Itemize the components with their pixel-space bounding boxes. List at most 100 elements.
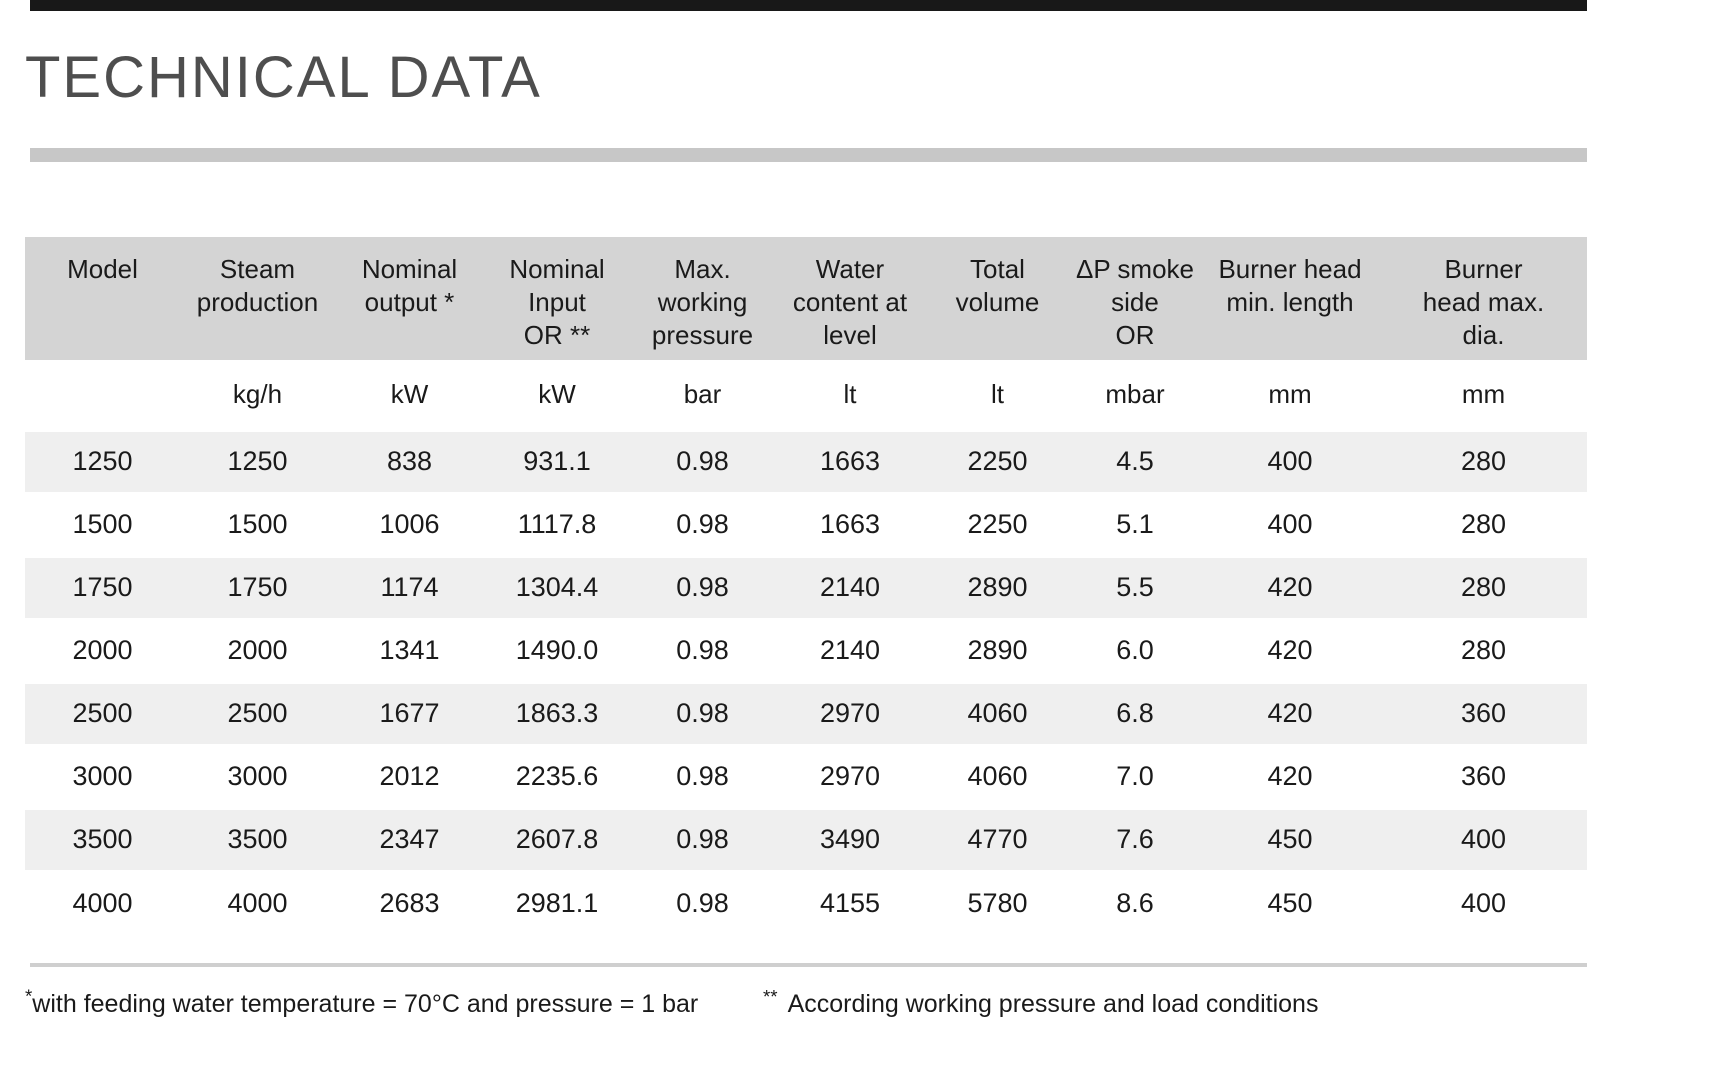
- unit-cell: bar: [630, 360, 775, 430]
- unit-cell: [25, 360, 180, 430]
- table-row-1500: 1500 1500 1006 1117.8 0.98 1663 2250 5.1…: [25, 491, 1587, 556]
- cell: 1863.3: [484, 680, 630, 745]
- cell: 5.5: [1070, 554, 1200, 619]
- column-header-nominal-input: Nominal Input OR **: [484, 237, 630, 360]
- cell: 420: [1200, 554, 1380, 619]
- unit-cell: lt: [925, 360, 1070, 430]
- cell: 280: [1380, 491, 1587, 556]
- cell: 0.98: [630, 743, 775, 808]
- footnote-1: *with feeding water temperature = 70°C a…: [25, 987, 699, 1019]
- cell: 3500: [180, 806, 335, 871]
- cell: 1750: [25, 554, 180, 619]
- cell: 838: [335, 428, 484, 493]
- cell: 1250: [25, 428, 180, 493]
- column-header-total-volume: Total volume: [925, 237, 1070, 360]
- table-header-row: Model Steam production Nominal output * …: [25, 237, 1587, 360]
- page-title: TECHNICAL DATA: [25, 45, 542, 110]
- cell: 3000: [25, 743, 180, 808]
- footnote-divider: [30, 963, 1587, 967]
- cell: 1663: [775, 428, 925, 493]
- footnote-2-marker: **: [763, 985, 778, 1007]
- cell: 400: [1380, 806, 1587, 871]
- cell: 931.1: [484, 428, 630, 493]
- column-header-water-content: Water content at level: [775, 237, 925, 360]
- cell: 4770: [925, 806, 1070, 871]
- footnote-2-text: According working pressure and load cond…: [787, 990, 1319, 1018]
- cell: 1250: [180, 428, 335, 493]
- table-units-row: kg/h kW kW bar lt lt mbar mm mm: [25, 360, 1587, 430]
- cell: 450: [1200, 869, 1380, 934]
- cell: 5.1: [1070, 491, 1200, 556]
- cell: 4000: [25, 869, 180, 934]
- cell: 6.8: [1070, 680, 1200, 745]
- cell: 0.98: [630, 491, 775, 556]
- cell: 0.98: [630, 428, 775, 493]
- cell: 1341: [335, 617, 484, 682]
- cell: 420: [1200, 743, 1380, 808]
- footnote-1-text: with feeding water temperature = 70°C an…: [32, 990, 699, 1018]
- unit-cell: kW: [484, 360, 630, 430]
- cell: 0.98: [630, 680, 775, 745]
- cell: 420: [1200, 617, 1380, 682]
- column-header-max-working-pressure: Max. working pressure: [630, 237, 775, 360]
- cell: 2890: [925, 617, 1070, 682]
- cell: 280: [1380, 617, 1587, 682]
- column-header-steam-production: Steam production: [180, 237, 335, 360]
- unit-cell: mbar: [1070, 360, 1200, 430]
- cell: 360: [1380, 743, 1587, 808]
- footnote-2: ** According working pressure and load co…: [763, 987, 1319, 1019]
- column-header-model: Model: [25, 237, 180, 360]
- table-row-2500: 2500 2500 1677 1863.3 0.98 2970 4060 6.8…: [25, 680, 1587, 745]
- cell: 1677: [335, 680, 484, 745]
- column-header-burner-head-max-dia: Burner head max. dia.: [1380, 237, 1587, 360]
- table-row-3000: 3000 3000 2012 2235.6 0.98 2970 4060 7.0…: [25, 743, 1587, 808]
- cell: 280: [1380, 428, 1587, 493]
- cell: 5780: [925, 869, 1070, 934]
- table-row-1750: 1750 1750 1174 1304.4 0.98 2140 2890 5.5…: [25, 554, 1587, 619]
- cell: 2250: [925, 491, 1070, 556]
- cell: 2500: [180, 680, 335, 745]
- cell: 2981.1: [484, 869, 630, 934]
- cell: 1117.8: [484, 491, 630, 556]
- unit-cell: kg/h: [180, 360, 335, 430]
- cell: 2140: [775, 617, 925, 682]
- cell: 4155: [775, 869, 925, 934]
- cell: 1663: [775, 491, 925, 556]
- cell: 0.98: [630, 617, 775, 682]
- cell: 1174: [335, 554, 484, 619]
- cell: 8.6: [1070, 869, 1200, 934]
- title-divider: [30, 148, 1587, 162]
- cell: 400: [1380, 869, 1587, 934]
- column-header-burner-head-min-length: Burner head min. length: [1200, 237, 1380, 360]
- unit-cell: lt: [775, 360, 925, 430]
- table-row-2000: 2000 2000 1341 1490.0 0.98 2140 2890 6.0…: [25, 617, 1587, 682]
- unit-cell: mm: [1380, 360, 1587, 430]
- cell: 0.98: [630, 806, 775, 871]
- cell: 450: [1200, 806, 1380, 871]
- cell: 0.98: [630, 869, 775, 934]
- cell: 0.98: [630, 554, 775, 619]
- cell: 2890: [925, 554, 1070, 619]
- top-rule: [30, 0, 1587, 11]
- cell: 2607.8: [484, 806, 630, 871]
- cell: 2000: [180, 617, 335, 682]
- table-row-3500: 3500 3500 2347 2607.8 0.98 3490 4770 7.6…: [25, 806, 1587, 871]
- unit-cell: mm: [1200, 360, 1380, 430]
- cell: 2012: [335, 743, 484, 808]
- cell: 2140: [775, 554, 925, 619]
- cell: 6.0: [1070, 617, 1200, 682]
- column-header-nominal-output: Nominal output *: [335, 237, 484, 360]
- cell: 3500: [25, 806, 180, 871]
- table-row-4000: 4000 4000 2683 2981.1 0.98 4155 5780 8.6…: [25, 869, 1587, 934]
- cell: 420: [1200, 680, 1380, 745]
- cell: 2970: [775, 743, 925, 808]
- cell: 3000: [180, 743, 335, 808]
- cell: 1500: [180, 491, 335, 556]
- cell: 1006: [335, 491, 484, 556]
- cell: 2250: [925, 428, 1070, 493]
- cell: 4.5: [1070, 428, 1200, 493]
- unit-cell: kW: [335, 360, 484, 430]
- table-row-1250: 1250 1250 838 931.1 0.98 1663 2250 4.5 4…: [25, 428, 1587, 493]
- cell: 4060: [925, 680, 1070, 745]
